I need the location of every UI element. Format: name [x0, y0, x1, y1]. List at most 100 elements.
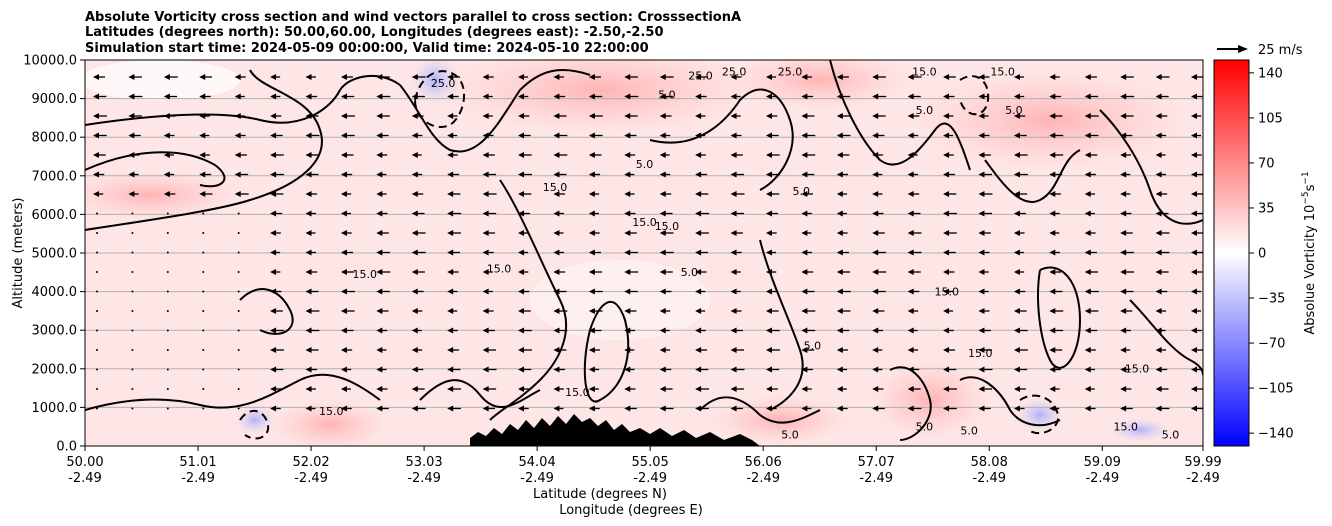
- wind-vector: [376, 93, 391, 100]
- wind-vector: [978, 327, 991, 334]
- wind-vector: [340, 269, 355, 275]
- wind-vector: [907, 405, 922, 412]
- wind-vector: [1120, 366, 1131, 373]
- wind-vector: [270, 152, 284, 158]
- wind-vector: [482, 210, 497, 217]
- wind-vector: [1049, 386, 1060, 392]
- wind-vector: [907, 210, 921, 217]
- wind-vector: [305, 113, 319, 119]
- wind-vector: [801, 152, 816, 158]
- wind-vector: [447, 249, 460, 256]
- wind-vector: [305, 132, 320, 139]
- wind-vector: [96, 212, 98, 215]
- wind-vector: [163, 132, 175, 139]
- wind-vector: [624, 269, 639, 275]
- wind-vector: [93, 74, 105, 80]
- wind-vector: [202, 388, 205, 390]
- wind-vector: [730, 191, 745, 197]
- wind-vector: [765, 327, 780, 334]
- wind-vector: [1084, 113, 1099, 119]
- wind-vector: [128, 191, 139, 197]
- wind-vector: [978, 191, 993, 197]
- wind-vector: [943, 152, 954, 158]
- contour-label: 5.0: [804, 340, 822, 353]
- wind-vector: [447, 152, 458, 158]
- wind-vector: [1049, 93, 1062, 100]
- wind-vector: [730, 210, 745, 217]
- wind-vector: [624, 308, 637, 314]
- wind-vector: [237, 310, 240, 312]
- wind-vector: [1049, 74, 1060, 80]
- wind-vector: [376, 347, 387, 353]
- wind-vector: [872, 230, 885, 236]
- wind-vector: [411, 152, 422, 158]
- wind-vector: [588, 308, 603, 314]
- wind-vector: [270, 113, 282, 119]
- wind-vector: [482, 132, 494, 139]
- wind-vector: [305, 327, 320, 334]
- wind-vector: [907, 113, 920, 119]
- wind-vector: [872, 386, 884, 392]
- wind-vector: [1191, 113, 1202, 119]
- x-tick-label-lon: -2.49: [1085, 471, 1119, 486]
- wind-vector: [518, 249, 529, 256]
- wind-vector: [765, 405, 777, 412]
- wind-vector: [305, 210, 316, 217]
- wind-vector: [907, 171, 919, 178]
- wind-vector: [695, 210, 710, 217]
- wind-vector: [376, 386, 388, 392]
- x-tick-label-lon: -2.49: [746, 471, 780, 486]
- wind-vector: [872, 308, 885, 314]
- wind-vector: [730, 132, 742, 139]
- wind-vector: [131, 349, 134, 351]
- contour-label: 5.0: [658, 89, 676, 102]
- wind-vector: [93, 113, 107, 119]
- wind-vector: [624, 386, 636, 392]
- wind-vector: [166, 349, 169, 351]
- quiver-key-label: 25 m/s: [1258, 43, 1303, 58]
- wind-vector: [202, 232, 205, 234]
- contour-label: 15.0: [1114, 421, 1139, 434]
- wind-vectors: [93, 74, 1203, 412]
- wind-vector: [588, 113, 603, 119]
- wind-vector: [411, 366, 424, 373]
- wind-vector: [305, 386, 316, 392]
- wind-vector: [305, 308, 320, 314]
- wind-vector: [447, 347, 460, 353]
- wind-vector: [376, 249, 390, 256]
- wind-vector: [588, 230, 600, 236]
- wind-vector: [305, 152, 320, 158]
- wind-vector: [943, 386, 958, 392]
- wind-vector: [588, 132, 603, 139]
- wind-vector: [128, 152, 140, 158]
- wind-vector: [801, 210, 812, 217]
- wind-vector: [96, 251, 98, 254]
- wind-vector: [1191, 269, 1203, 275]
- colorbar-tick-label: 105: [1258, 111, 1283, 126]
- wind-vector: [695, 327, 706, 334]
- colorbar-label-base: Absolue Vorticity 10: [1303, 205, 1318, 335]
- wind-vector: [411, 210, 425, 217]
- wind-vector: [765, 171, 780, 178]
- wind-vector: [270, 93, 281, 100]
- wind-vector: [659, 230, 674, 236]
- wind-vector: [907, 74, 922, 80]
- wind-vector: [695, 93, 707, 100]
- wind-vector: [1049, 327, 1064, 334]
- wind-vector: [447, 308, 458, 314]
- wind-vector: [340, 288, 355, 295]
- wind-vector: [624, 249, 638, 256]
- wind-vector: [695, 152, 706, 158]
- wind-vector: [93, 132, 107, 139]
- wind-vector: [202, 329, 205, 332]
- wind-vector: [872, 327, 884, 334]
- title-line-1: Absolute Vorticity cross section and win…: [85, 10, 741, 25]
- wind-vector: [166, 290, 169, 293]
- wind-vector: [1191, 327, 1202, 334]
- wind-vector: [553, 308, 568, 314]
- wind-vector: [553, 171, 567, 178]
- wind-vector: [801, 405, 812, 412]
- wind-vector: [411, 327, 422, 334]
- contour-line: [419, 379, 541, 408]
